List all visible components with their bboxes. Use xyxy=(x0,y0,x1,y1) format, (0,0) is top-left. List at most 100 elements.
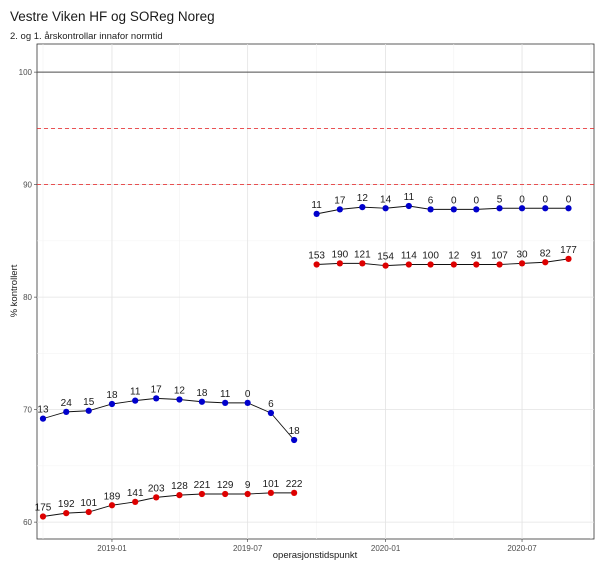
data-point xyxy=(291,489,298,496)
data-label: 129 xyxy=(217,480,234,491)
data-point xyxy=(405,202,412,210)
data-point xyxy=(291,436,298,444)
data-label: 6 xyxy=(428,195,434,206)
data-point xyxy=(542,259,549,266)
data-point xyxy=(132,498,139,505)
data-point xyxy=(176,396,183,403)
series-line xyxy=(316,205,569,215)
data-label: 18 xyxy=(196,388,208,399)
data-label: 13 xyxy=(37,405,49,416)
x-tick-label: 2019-01 xyxy=(97,544,127,553)
data-point xyxy=(359,204,366,211)
data-label: 128 xyxy=(171,481,188,492)
x-axis-title: operasjonstidspunkt xyxy=(273,550,358,561)
data-label: 192 xyxy=(58,499,75,510)
data-label: 9 xyxy=(245,480,251,491)
data-label: 189 xyxy=(104,491,121,502)
series-line xyxy=(42,492,295,517)
plot-panel xyxy=(36,43,595,540)
data-label: 0 xyxy=(474,195,480,206)
x-tick-label: 2019-07 xyxy=(233,544,263,553)
data-point xyxy=(450,206,457,213)
data-point xyxy=(85,508,92,516)
data-point xyxy=(382,205,389,212)
data-point xyxy=(176,492,183,499)
data-label: 0 xyxy=(519,194,525,205)
data-point xyxy=(336,206,343,213)
data-label: 12 xyxy=(448,251,460,262)
series-group xyxy=(39,202,572,520)
data-point xyxy=(518,260,526,267)
data-label: 222 xyxy=(286,479,303,490)
data-point xyxy=(108,400,116,408)
data-label: 17 xyxy=(151,384,163,395)
data-point xyxy=(359,260,366,267)
data-label: 0 xyxy=(245,389,251,400)
data-label: 11 xyxy=(130,387,141,398)
y-tick-label: 70 xyxy=(23,406,32,415)
reference-lines xyxy=(37,71,594,186)
data-label: 114 xyxy=(401,251,417,262)
data-label: 153 xyxy=(308,251,325,262)
data-label: 221 xyxy=(194,480,211,491)
data-label: 141 xyxy=(127,488,144,499)
data-point xyxy=(267,489,274,496)
chart-subtitle: 2. og 1. årskontrollar innafor normtid xyxy=(10,31,163,42)
data-labels: 13 24 15 18 11 17 12 18 11 0 6 18 11 17 12 14 11 6 0 0 5 0 0 0 1… xyxy=(35,192,578,514)
y-tick-label: 90 xyxy=(23,181,32,190)
data-label: 14 xyxy=(380,194,392,205)
data-label: 203 xyxy=(148,483,165,494)
data-point xyxy=(427,206,434,213)
data-point xyxy=(244,490,251,498)
data-label: 12 xyxy=(174,386,186,397)
data-point xyxy=(222,490,229,498)
data-label: 154 xyxy=(377,252,394,263)
data-point xyxy=(565,205,572,212)
data-label: 91 xyxy=(471,251,483,262)
data-point xyxy=(382,262,389,269)
data-label: 11 xyxy=(311,200,322,211)
y-axis-title: % kontrollert xyxy=(9,264,20,317)
data-point xyxy=(427,261,434,268)
data-label: 5 xyxy=(497,194,503,205)
data-point xyxy=(132,397,139,404)
data-point xyxy=(565,255,572,262)
data-point xyxy=(313,261,320,268)
data-label: 6 xyxy=(268,399,274,410)
x-tick-label: 2020-07 xyxy=(507,544,537,553)
data-point xyxy=(244,399,251,406)
data-point xyxy=(473,261,480,268)
data-point xyxy=(336,260,343,267)
data-point xyxy=(496,205,503,212)
data-label: 17 xyxy=(334,195,346,206)
data-label: 177 xyxy=(560,245,577,256)
data-point xyxy=(39,415,47,422)
data-label: 11 xyxy=(220,389,231,400)
data-point xyxy=(405,261,412,268)
data-point xyxy=(85,407,92,414)
chart-title: Vestre Viken HF og SOReg Noreg xyxy=(10,9,215,24)
y-tick-label: 80 xyxy=(23,293,32,302)
data-point xyxy=(267,409,274,417)
data-label: 18 xyxy=(106,390,118,401)
data-point xyxy=(108,502,116,509)
series-line xyxy=(42,397,295,441)
data-point xyxy=(39,513,47,520)
data-label: 101 xyxy=(263,479,280,490)
data-point xyxy=(518,205,526,212)
data-label: 24 xyxy=(61,398,73,409)
data-point xyxy=(198,490,206,498)
data-point xyxy=(153,494,160,501)
data-label: 0 xyxy=(451,195,457,206)
data-label: 121 xyxy=(354,249,371,260)
data-point xyxy=(496,261,503,268)
data-point xyxy=(63,408,70,415)
data-label: 30 xyxy=(516,249,528,260)
data-point xyxy=(313,210,320,217)
y-tick-label: 100 xyxy=(19,68,33,77)
x-tick-label: 2020-01 xyxy=(371,544,401,553)
data-label: 107 xyxy=(491,251,508,262)
series-line xyxy=(316,258,569,267)
